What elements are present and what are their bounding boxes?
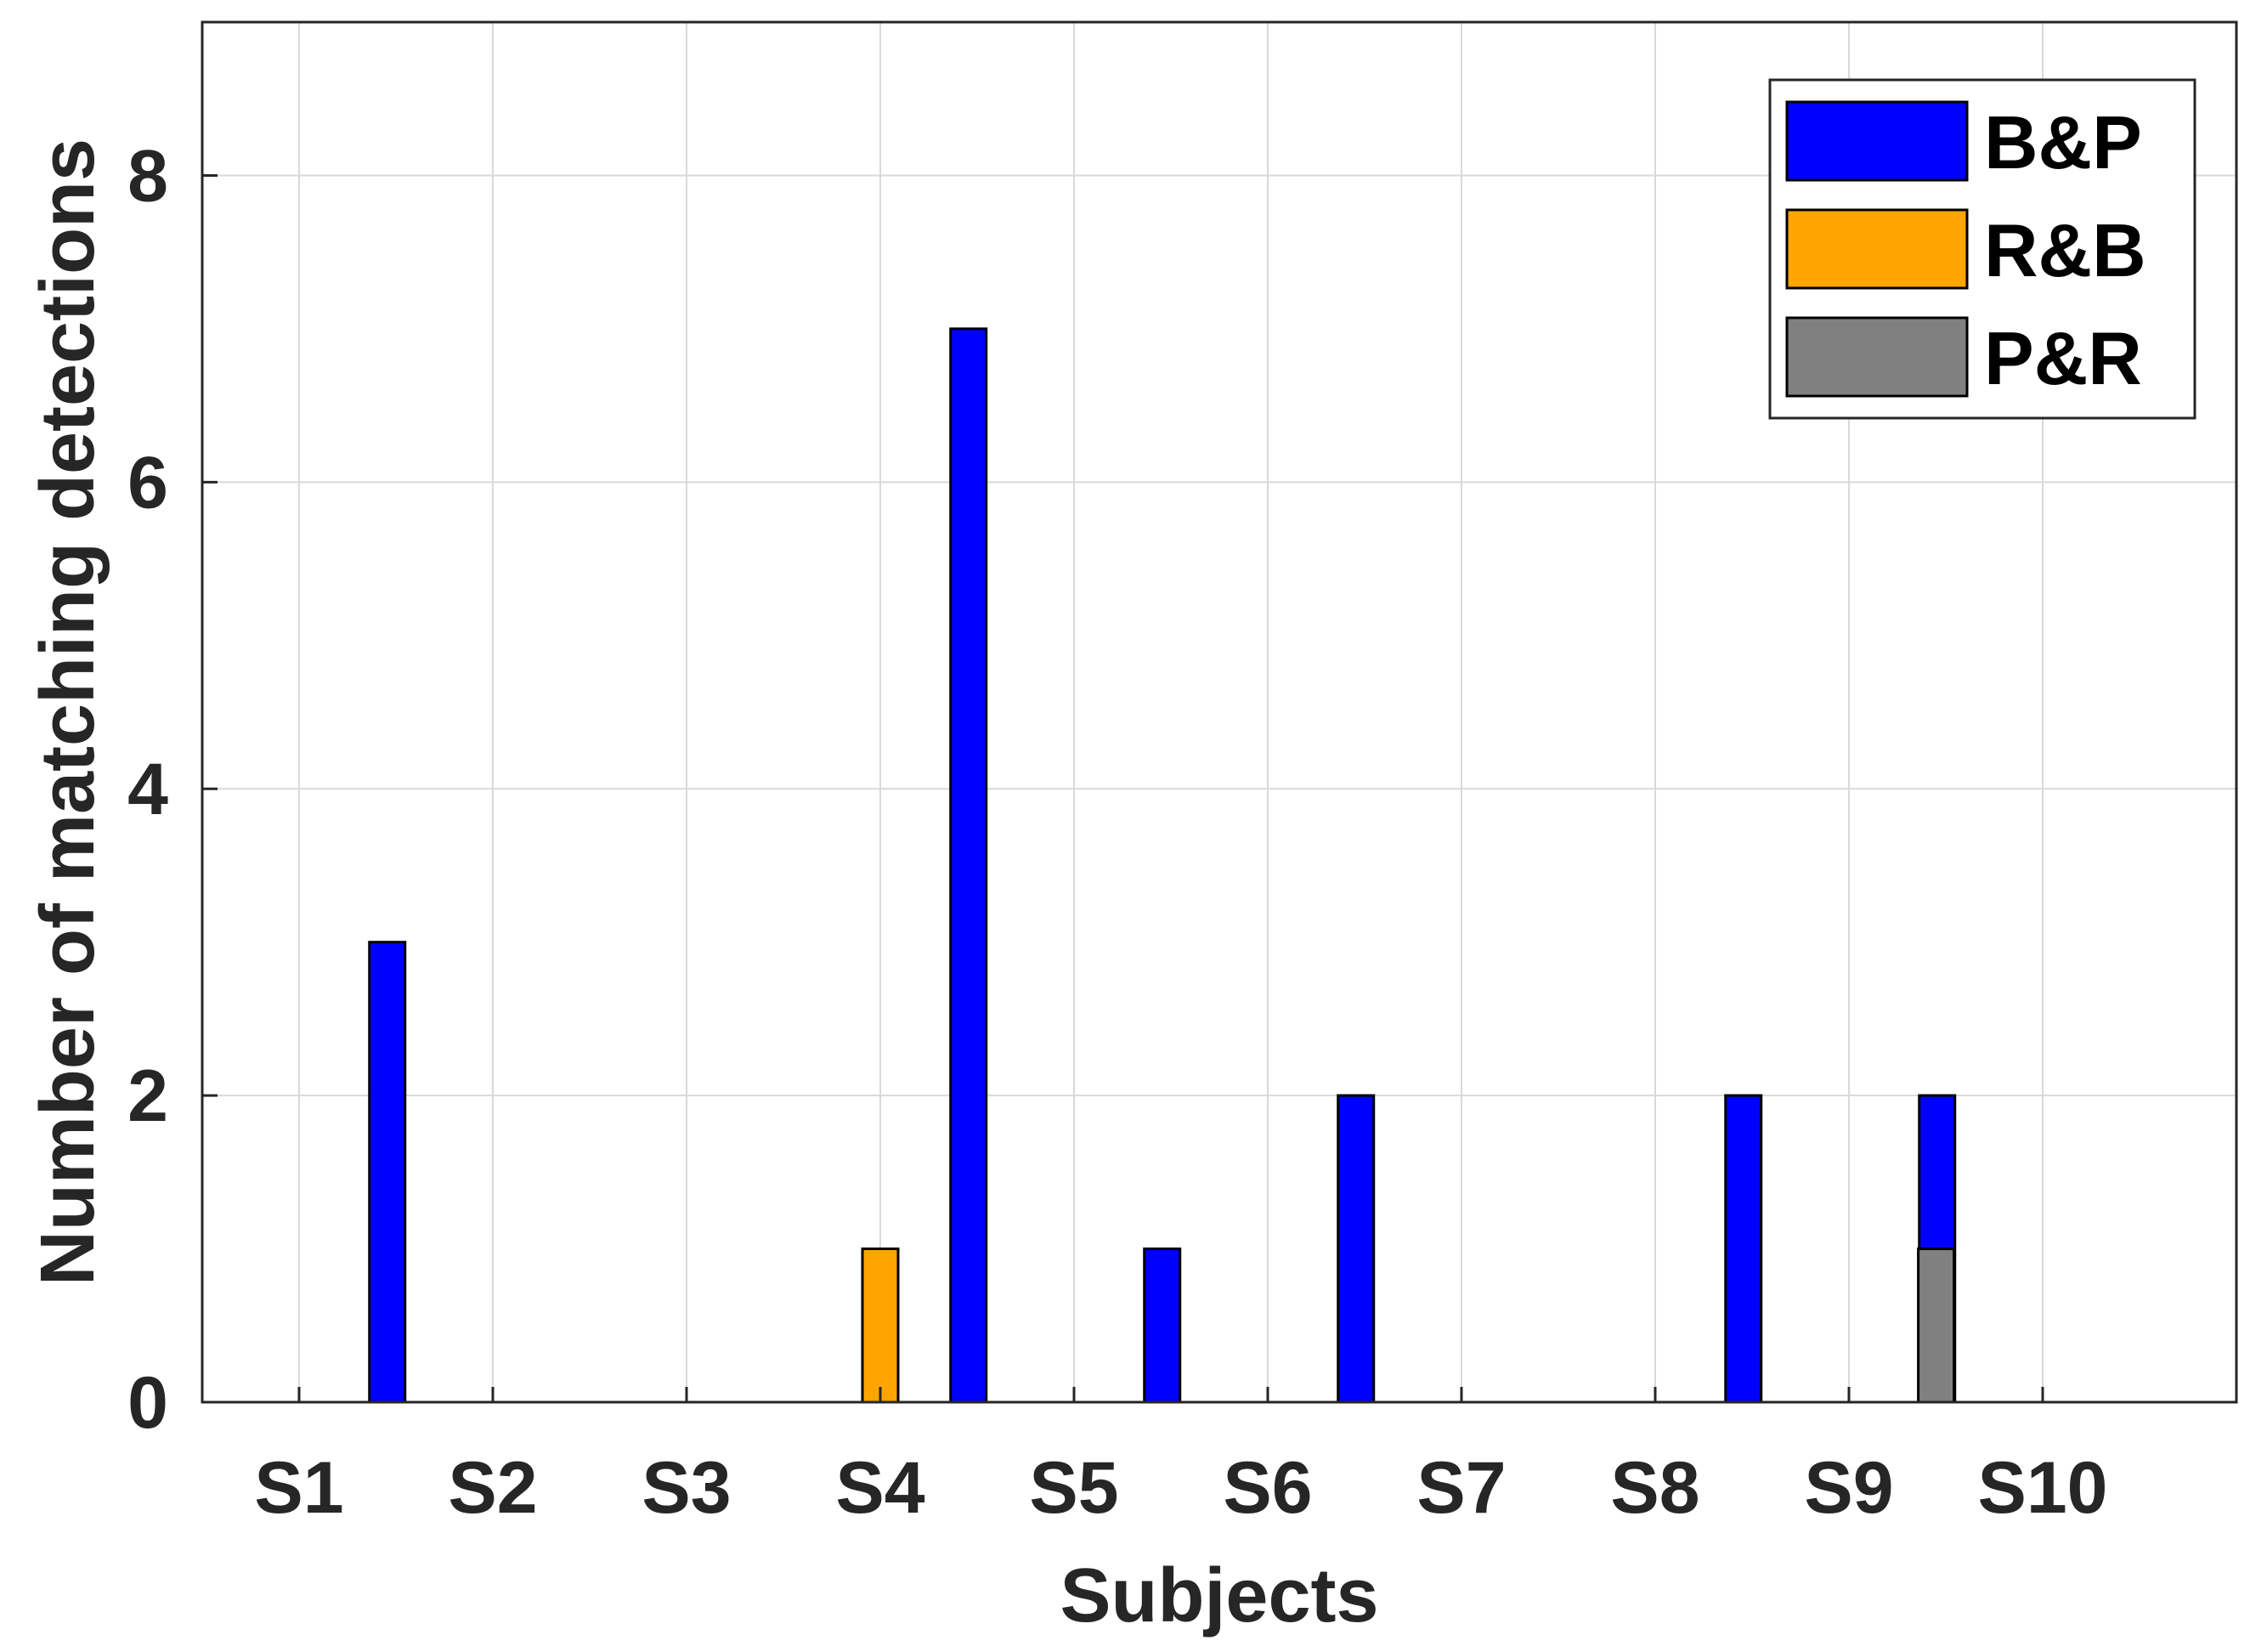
legend-label: B&P [1984, 100, 2142, 184]
bars [368, 327, 1957, 1404]
legend-label: R&B [1984, 208, 2146, 292]
legend: B&P R&B P&R [1768, 78, 2196, 420]
bar-b-p-s2 [368, 941, 407, 1404]
y-tick-label: 4 [127, 749, 168, 830]
bar-b-p-s5 [949, 327, 988, 1404]
x-axis-title: Subjects [1060, 1553, 1378, 1638]
x-tick-label: S3 [642, 1447, 731, 1529]
x-tick-label: S4 [835, 1447, 924, 1529]
legend-swatch [1785, 316, 1969, 398]
x-tick-label: S2 [448, 1447, 537, 1529]
bar-b-p-s9 [1724, 1094, 1763, 1404]
x-tick-label: S10 [1977, 1447, 2107, 1529]
legend-swatch [1785, 208, 1969, 290]
bar-p-r-s9 [1917, 1247, 1956, 1404]
y-tick-label: 2 [127, 1055, 168, 1137]
legend-label: P&R [1984, 316, 2142, 400]
y-tick-label: 0 [127, 1362, 168, 1444]
plot-area-frame [201, 20, 2238, 1404]
y-axis-title: Number of matching detections [25, 139, 110, 1286]
y-tick-label: 8 [127, 135, 168, 217]
x-tick-label: S7 [1416, 1447, 1506, 1529]
legend-swatch [1785, 100, 1969, 182]
x-axis-ticks: S1 S2 S3 S4 S5 S6 S7 S8 S9 S10 [254, 1387, 2108, 1529]
x-tick-label: S1 [254, 1447, 343, 1529]
x-tick-label: S6 [1223, 1447, 1312, 1529]
bar-b-p-s7 [1337, 1094, 1376, 1404]
x-tick-label: S5 [1029, 1447, 1118, 1529]
x-tick-label: S9 [1804, 1447, 1893, 1529]
y-tick-label: 6 [127, 442, 168, 523]
bar-b-p-s6 [1143, 1247, 1182, 1404]
y-axis-ticks: 0 2 4 6 8 [127, 135, 218, 1444]
bar-r-b-s4 [861, 1247, 900, 1404]
x-tick-label: S8 [1610, 1447, 1699, 1529]
